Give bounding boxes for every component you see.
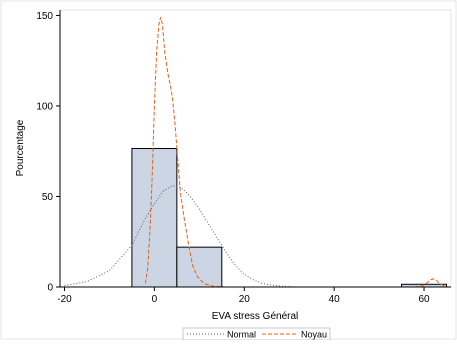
legend: Normal Noyau (182, 327, 331, 341)
x-tick-label-0: 0 (152, 294, 158, 305)
y-tick-label-100: 100 (36, 101, 53, 112)
legend-noyau-label: Noyau (301, 330, 327, 340)
y-axis-label: Pourcentage (15, 119, 26, 176)
plot-area (59, 9, 452, 288)
bars-layer (131, 148, 448, 288)
x-tick-label-60: 60 (418, 294, 430, 305)
y-tick-label-50: 50 (42, 192, 54, 203)
legend-normal-label: Normal (227, 330, 256, 340)
y-ticks: 0 50 100 150 (36, 11, 60, 294)
histogram-bar-1 (176, 246, 223, 288)
x-tick-label--20: -20 (57, 294, 72, 305)
x-axis-label: EVA stress Général (212, 311, 299, 322)
x-tick-label-20: 20 (239, 294, 251, 305)
curve-normal (64, 185, 299, 288)
curve-noyau (144, 17, 447, 288)
y-tick-label-0: 0 (47, 283, 53, 294)
y-tick-label-150: 150 (36, 11, 53, 22)
x-ticks: -20 0 20 40 60 (57, 287, 430, 305)
histogram-bar-0 (131, 148, 178, 288)
x-tick-label-40: 40 (329, 294, 341, 305)
curves-layer (64, 17, 447, 288)
